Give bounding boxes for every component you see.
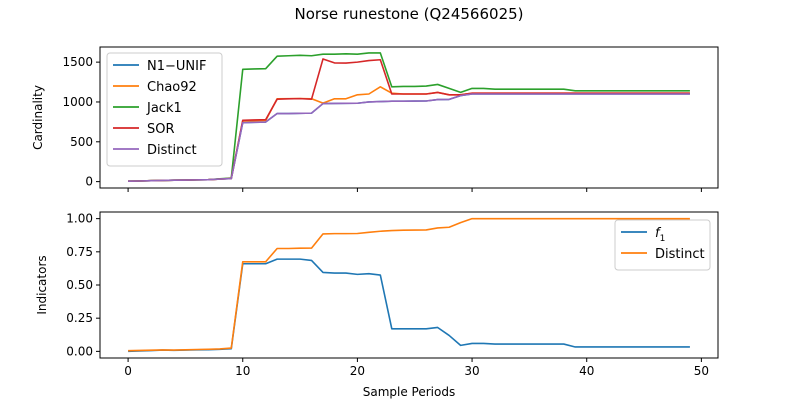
cardinality-y-tick-label: 0 — [85, 175, 93, 189]
indicators-x-tick-label: 20 — [350, 364, 365, 378]
indicators-x-tick-label: 10 — [235, 364, 250, 378]
indicators-legend-box — [614, 219, 711, 271]
indicators-legend-label-f1: f1 — [655, 226, 665, 244]
cardinality-legend-label-n1-unif: N1−UNIF — [147, 59, 206, 74]
indicators-x-axis-title: Sample Periods — [363, 385, 455, 399]
cardinality-y-tick-label: 500 — [70, 135, 93, 149]
indicators-series-distinct — [128, 217, 690, 352]
indicators-y-tick-label: 1.00 — [66, 212, 93, 226]
figure-title: Norse runestone (Q24566025) — [294, 5, 523, 23]
cardinality-plot-frame — [99, 46, 719, 189]
cardinality-series-distinct — [128, 93, 690, 183]
cardinality-legend: N1−UNIF Chao92 Jack1 SOR Distinct — [106, 52, 223, 167]
indicators-y-tick-label: 0.00 — [66, 344, 93, 358]
indicators-x-tick-label: 50 — [694, 364, 709, 378]
cardinality-legend-label-jack1: Jack1 — [146, 101, 182, 116]
indicators-legend-label-subscript: 1 — [660, 234, 666, 244]
cardinality-y-tick-label: 1000 — [62, 95, 93, 109]
cardinality-y-axis-title: Cardinality — [31, 85, 45, 150]
indicators-y-tick-label: 0.25 — [66, 311, 93, 325]
cardinality-legend-box — [106, 52, 223, 167]
indicators-x-tick-label: 40 — [579, 364, 594, 378]
indicators-x-tick-label: 30 — [464, 364, 479, 378]
indicators-legend-label-distinct: Distinct — [655, 247, 705, 262]
indicators-y-tick-label: 0.75 — [66, 245, 93, 259]
cardinality-y-tick-label: 1500 — [62, 55, 93, 69]
indicators-legend: f1 Distinct — [614, 219, 711, 271]
indicators-legend-label-main: f — [655, 226, 662, 241]
indicators-y-tick-label: 0.50 — [66, 278, 93, 292]
indicators-x-tick-label: 0 — [124, 364, 132, 378]
indicators-series-f1 — [128, 258, 690, 353]
cardinality-panel: 0 500 1000 1500 Cardinality N1−UNIF Chao92 Jack… — [31, 46, 719, 192]
cardinality-legend-label-distinct: Distinct — [147, 143, 197, 158]
cardinality-legend-label-chao92: Chao92 — [147, 80, 197, 95]
cardinality-legend-label-sor: SOR — [147, 122, 175, 137]
indicators-panel: 0 10 20 30 40 50 0.00 0.25 0.50 0.75 1.00 Indicator… — [35, 211, 719, 399]
indicators-y-axis-title: Indicators — [35, 255, 49, 314]
